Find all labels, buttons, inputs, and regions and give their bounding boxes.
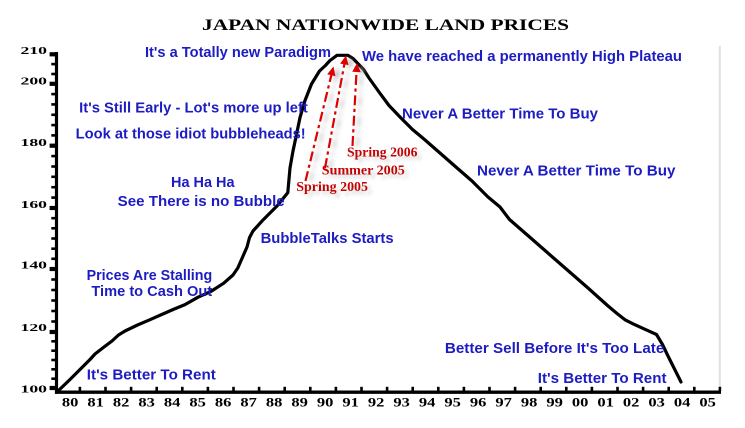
svg-text:95: 95 bbox=[444, 395, 461, 410]
svg-text:It's Still Early - Lot's more: It's Still Early - Lot's more up left bbox=[79, 101, 308, 117]
svg-text:180: 180 bbox=[21, 138, 48, 149]
svg-text:81: 81 bbox=[87, 395, 104, 410]
svg-text:120: 120 bbox=[21, 323, 48, 334]
svg-text:99: 99 bbox=[546, 395, 563, 410]
svg-text:It's Better To Rent: It's Better To Rent bbox=[87, 368, 216, 384]
svg-text:97: 97 bbox=[495, 395, 512, 410]
svg-text:88: 88 bbox=[266, 395, 283, 410]
svg-text:Never A Better Time To Buy: Never A Better Time To Buy bbox=[477, 164, 676, 180]
svg-text:Time to Cash Out: Time to Cash Out bbox=[91, 284, 212, 300]
svg-text:82: 82 bbox=[113, 395, 130, 410]
svg-text:04: 04 bbox=[674, 395, 691, 410]
svg-text:05: 05 bbox=[699, 395, 716, 410]
svg-text:Summer 2005: Summer 2005 bbox=[322, 163, 405, 178]
svg-text:Spring 2006: Spring 2006 bbox=[347, 146, 418, 161]
svg-text:See There is no Bubble: See There is no Bubble bbox=[118, 194, 285, 210]
svg-text:84: 84 bbox=[164, 395, 181, 410]
svg-text:It's Better To Rent: It's Better To Rent bbox=[538, 371, 667, 387]
svg-text:86: 86 bbox=[215, 395, 232, 410]
svg-text:80: 80 bbox=[62, 395, 79, 410]
svg-text:89: 89 bbox=[291, 395, 308, 410]
svg-text:210: 210 bbox=[21, 46, 48, 57]
svg-text:92: 92 bbox=[368, 395, 385, 410]
svg-text:It's a Totally new Paradigm: It's a Totally new Paradigm bbox=[145, 45, 331, 61]
svg-text:87: 87 bbox=[240, 395, 257, 410]
svg-text:100: 100 bbox=[21, 384, 48, 395]
svg-text:02: 02 bbox=[623, 395, 640, 410]
svg-text:98: 98 bbox=[521, 395, 538, 410]
svg-text:96: 96 bbox=[470, 395, 487, 410]
svg-text:00: 00 bbox=[572, 395, 589, 410]
svg-text:03: 03 bbox=[648, 395, 665, 410]
svg-text:JAPAN NATIONWIDE LAND PRICES: JAPAN NATIONWIDE LAND PRICES bbox=[202, 17, 569, 34]
svg-text:Never A Better Time To Buy: Never A Better Time To Buy bbox=[402, 107, 598, 123]
svg-text:83: 83 bbox=[138, 395, 155, 410]
svg-text:BubbleTalks Starts: BubbleTalks Starts bbox=[261, 231, 394, 247]
svg-text:85: 85 bbox=[189, 395, 206, 410]
svg-text:90: 90 bbox=[317, 395, 334, 410]
svg-text:01: 01 bbox=[597, 395, 614, 410]
svg-text:Ha Ha Ha: Ha Ha Ha bbox=[171, 175, 236, 191]
svg-text:94: 94 bbox=[419, 395, 436, 410]
svg-text:Better Sell Before It's Too La: Better Sell Before It's Too Late bbox=[445, 341, 664, 357]
svg-text:93: 93 bbox=[393, 395, 410, 410]
svg-text:91: 91 bbox=[342, 395, 359, 410]
svg-text:140: 140 bbox=[21, 261, 48, 272]
svg-text:200: 200 bbox=[21, 76, 48, 87]
svg-text:Prices Are Stalling: Prices Are Stalling bbox=[87, 268, 213, 284]
svg-text:We have reached a permanently: We have reached a permanently High Plate… bbox=[362, 49, 682, 65]
svg-text:160: 160 bbox=[21, 200, 48, 211]
svg-text:Look at those idiot bubblehead: Look at those idiot bubbleheads! bbox=[76, 127, 306, 143]
svg-text:Spring 2005: Spring 2005 bbox=[296, 180, 368, 195]
